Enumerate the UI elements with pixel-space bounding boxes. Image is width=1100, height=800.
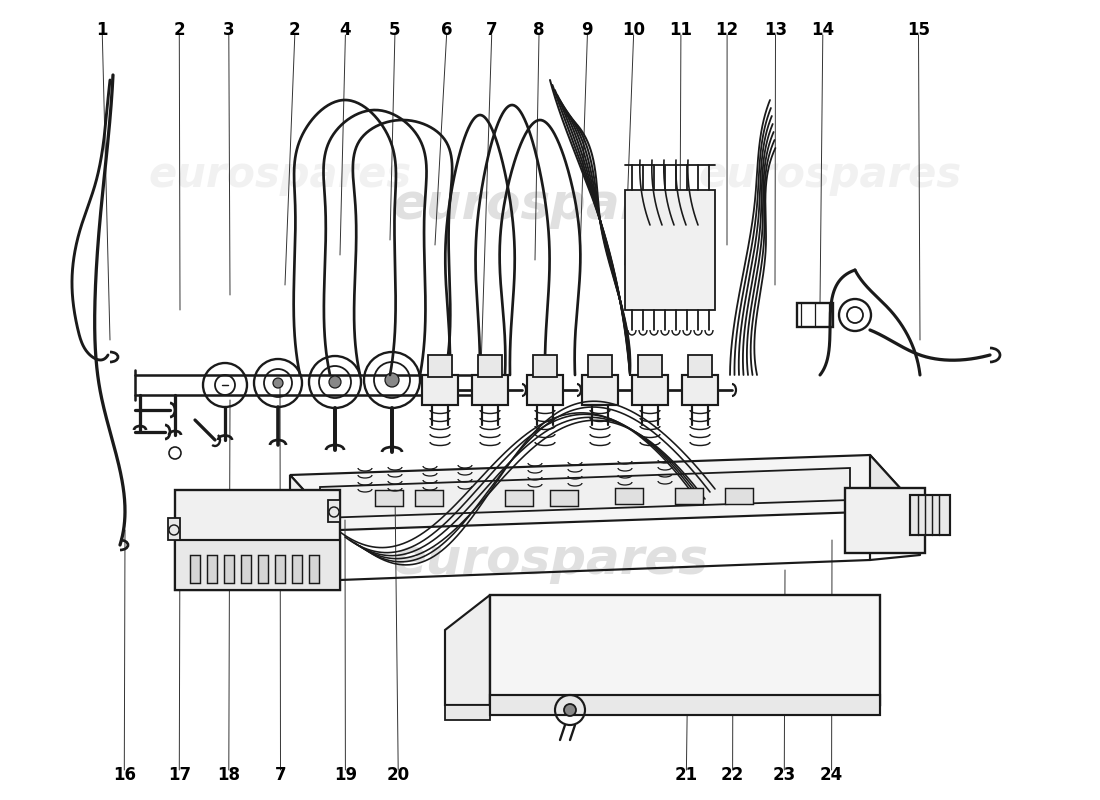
- Bar: [638, 355, 662, 377]
- Bar: [415, 490, 443, 506]
- Bar: [168, 518, 180, 540]
- Bar: [845, 488, 925, 553]
- Bar: [505, 490, 534, 506]
- Text: eurospares: eurospares: [392, 181, 708, 229]
- Bar: [275, 555, 285, 583]
- Text: 17: 17: [167, 766, 191, 784]
- Bar: [292, 555, 302, 583]
- Bar: [190, 555, 200, 583]
- Bar: [682, 375, 718, 405]
- Polygon shape: [446, 705, 490, 720]
- Polygon shape: [290, 475, 340, 580]
- Bar: [582, 375, 618, 405]
- Text: 3: 3: [223, 21, 234, 39]
- Bar: [375, 490, 403, 506]
- Text: eurospares: eurospares: [392, 536, 708, 584]
- Text: 19: 19: [333, 766, 358, 784]
- Bar: [428, 355, 452, 377]
- Bar: [472, 375, 508, 405]
- Bar: [422, 375, 458, 405]
- Polygon shape: [320, 468, 850, 518]
- Text: 2: 2: [174, 21, 185, 39]
- Text: 24: 24: [820, 766, 844, 784]
- Bar: [625, 190, 715, 310]
- Text: 22: 22: [720, 766, 745, 784]
- Text: 12: 12: [715, 21, 739, 39]
- Text: eurospares: eurospares: [698, 154, 961, 196]
- Bar: [175, 490, 340, 590]
- Bar: [688, 355, 712, 377]
- Text: 23: 23: [772, 766, 796, 784]
- Text: 21: 21: [674, 766, 698, 784]
- Bar: [798, 303, 833, 327]
- Bar: [632, 375, 668, 405]
- Text: eurospares: eurospares: [148, 154, 411, 196]
- Circle shape: [564, 704, 576, 716]
- Polygon shape: [446, 595, 490, 705]
- Bar: [490, 595, 880, 705]
- Text: 9: 9: [582, 21, 593, 39]
- Bar: [207, 555, 217, 583]
- Text: 2: 2: [289, 21, 300, 39]
- Bar: [550, 490, 578, 506]
- Bar: [309, 555, 319, 583]
- Bar: [675, 488, 703, 504]
- Bar: [175, 540, 340, 590]
- Bar: [478, 355, 502, 377]
- Text: 7: 7: [486, 21, 497, 39]
- Bar: [258, 555, 268, 583]
- Text: 7: 7: [275, 766, 286, 784]
- Bar: [328, 500, 340, 522]
- Bar: [910, 495, 950, 535]
- Bar: [534, 355, 557, 377]
- Text: 1: 1: [97, 21, 108, 39]
- Text: 16: 16: [113, 766, 135, 784]
- Text: 5: 5: [389, 21, 400, 39]
- Text: 6: 6: [441, 21, 452, 39]
- Text: 20: 20: [386, 766, 410, 784]
- Polygon shape: [870, 455, 920, 555]
- Text: 4: 4: [340, 21, 351, 39]
- Bar: [241, 555, 251, 583]
- Text: 18: 18: [218, 766, 240, 784]
- Bar: [490, 695, 880, 715]
- Text: 14: 14: [811, 21, 835, 39]
- Bar: [224, 555, 234, 583]
- Text: 15: 15: [908, 21, 930, 39]
- Polygon shape: [290, 455, 920, 530]
- Bar: [725, 488, 754, 504]
- Text: 11: 11: [670, 21, 692, 39]
- Text: 13: 13: [763, 21, 788, 39]
- Circle shape: [385, 373, 399, 387]
- Bar: [615, 488, 644, 504]
- Circle shape: [273, 378, 283, 388]
- Bar: [527, 375, 563, 405]
- Text: 8: 8: [534, 21, 544, 39]
- Circle shape: [329, 376, 341, 388]
- Bar: [588, 355, 612, 377]
- Text: 10: 10: [623, 21, 645, 39]
